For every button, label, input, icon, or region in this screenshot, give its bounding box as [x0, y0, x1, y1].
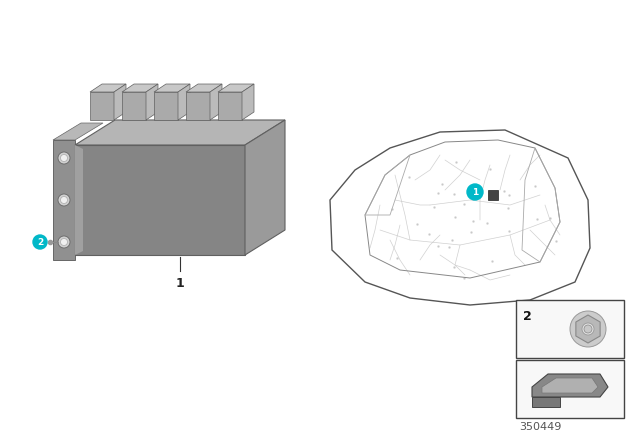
Polygon shape — [218, 92, 242, 120]
Polygon shape — [90, 84, 126, 92]
Polygon shape — [488, 190, 498, 200]
Circle shape — [58, 194, 70, 206]
Polygon shape — [53, 123, 103, 140]
Bar — [516, 360, 624, 418]
Circle shape — [582, 323, 594, 335]
Polygon shape — [75, 145, 245, 255]
Polygon shape — [75, 145, 83, 255]
Polygon shape — [210, 84, 222, 120]
Bar — [516, 300, 624, 358]
Circle shape — [570, 311, 606, 347]
Polygon shape — [154, 84, 190, 92]
Polygon shape — [114, 84, 126, 120]
Circle shape — [61, 155, 67, 161]
Polygon shape — [122, 84, 158, 92]
Polygon shape — [542, 378, 598, 393]
Circle shape — [61, 238, 67, 246]
Text: 350449: 350449 — [519, 422, 561, 432]
Text: 1: 1 — [472, 188, 478, 197]
Polygon shape — [122, 92, 146, 120]
Polygon shape — [146, 84, 158, 120]
Polygon shape — [186, 84, 222, 92]
Circle shape — [584, 325, 592, 333]
Polygon shape — [75, 120, 285, 145]
Polygon shape — [532, 374, 608, 397]
Polygon shape — [532, 397, 560, 407]
Polygon shape — [242, 84, 254, 120]
Circle shape — [58, 152, 70, 164]
Text: 1: 1 — [175, 277, 184, 290]
Polygon shape — [154, 92, 178, 120]
Polygon shape — [90, 92, 114, 120]
Text: 2: 2 — [37, 237, 43, 246]
Circle shape — [58, 236, 70, 248]
Polygon shape — [178, 84, 190, 120]
Circle shape — [61, 197, 67, 203]
Text: 2: 2 — [523, 310, 532, 323]
Polygon shape — [245, 120, 285, 255]
Polygon shape — [53, 140, 75, 260]
Polygon shape — [218, 84, 254, 92]
Polygon shape — [186, 92, 210, 120]
Polygon shape — [576, 315, 600, 343]
Circle shape — [33, 235, 47, 249]
Circle shape — [467, 184, 483, 200]
